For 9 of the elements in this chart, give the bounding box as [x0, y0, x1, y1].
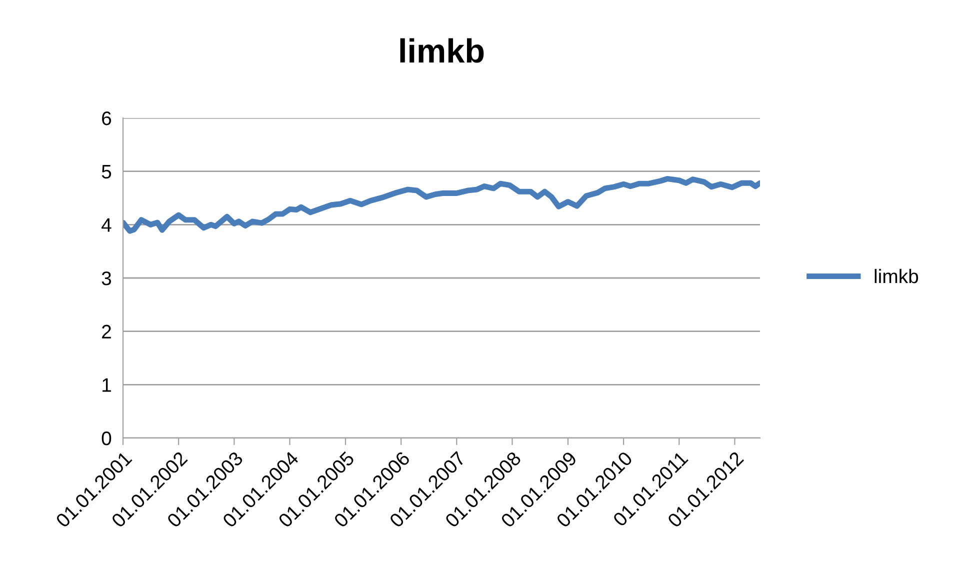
y-tick-label: 1: [102, 378, 111, 392]
y-tick-label: 0: [102, 431, 112, 446]
y-tick-label: 4: [102, 218, 112, 232]
y-tick-label: 2: [102, 324, 111, 338]
y-tick-label: 5: [102, 165, 112, 179]
y-tick-label: 3: [102, 271, 112, 286]
y-tick-label: 6: [102, 111, 112, 126]
legend-label: limkb: [874, 268, 918, 284]
chart-title: limkb: [400, 38, 484, 63]
